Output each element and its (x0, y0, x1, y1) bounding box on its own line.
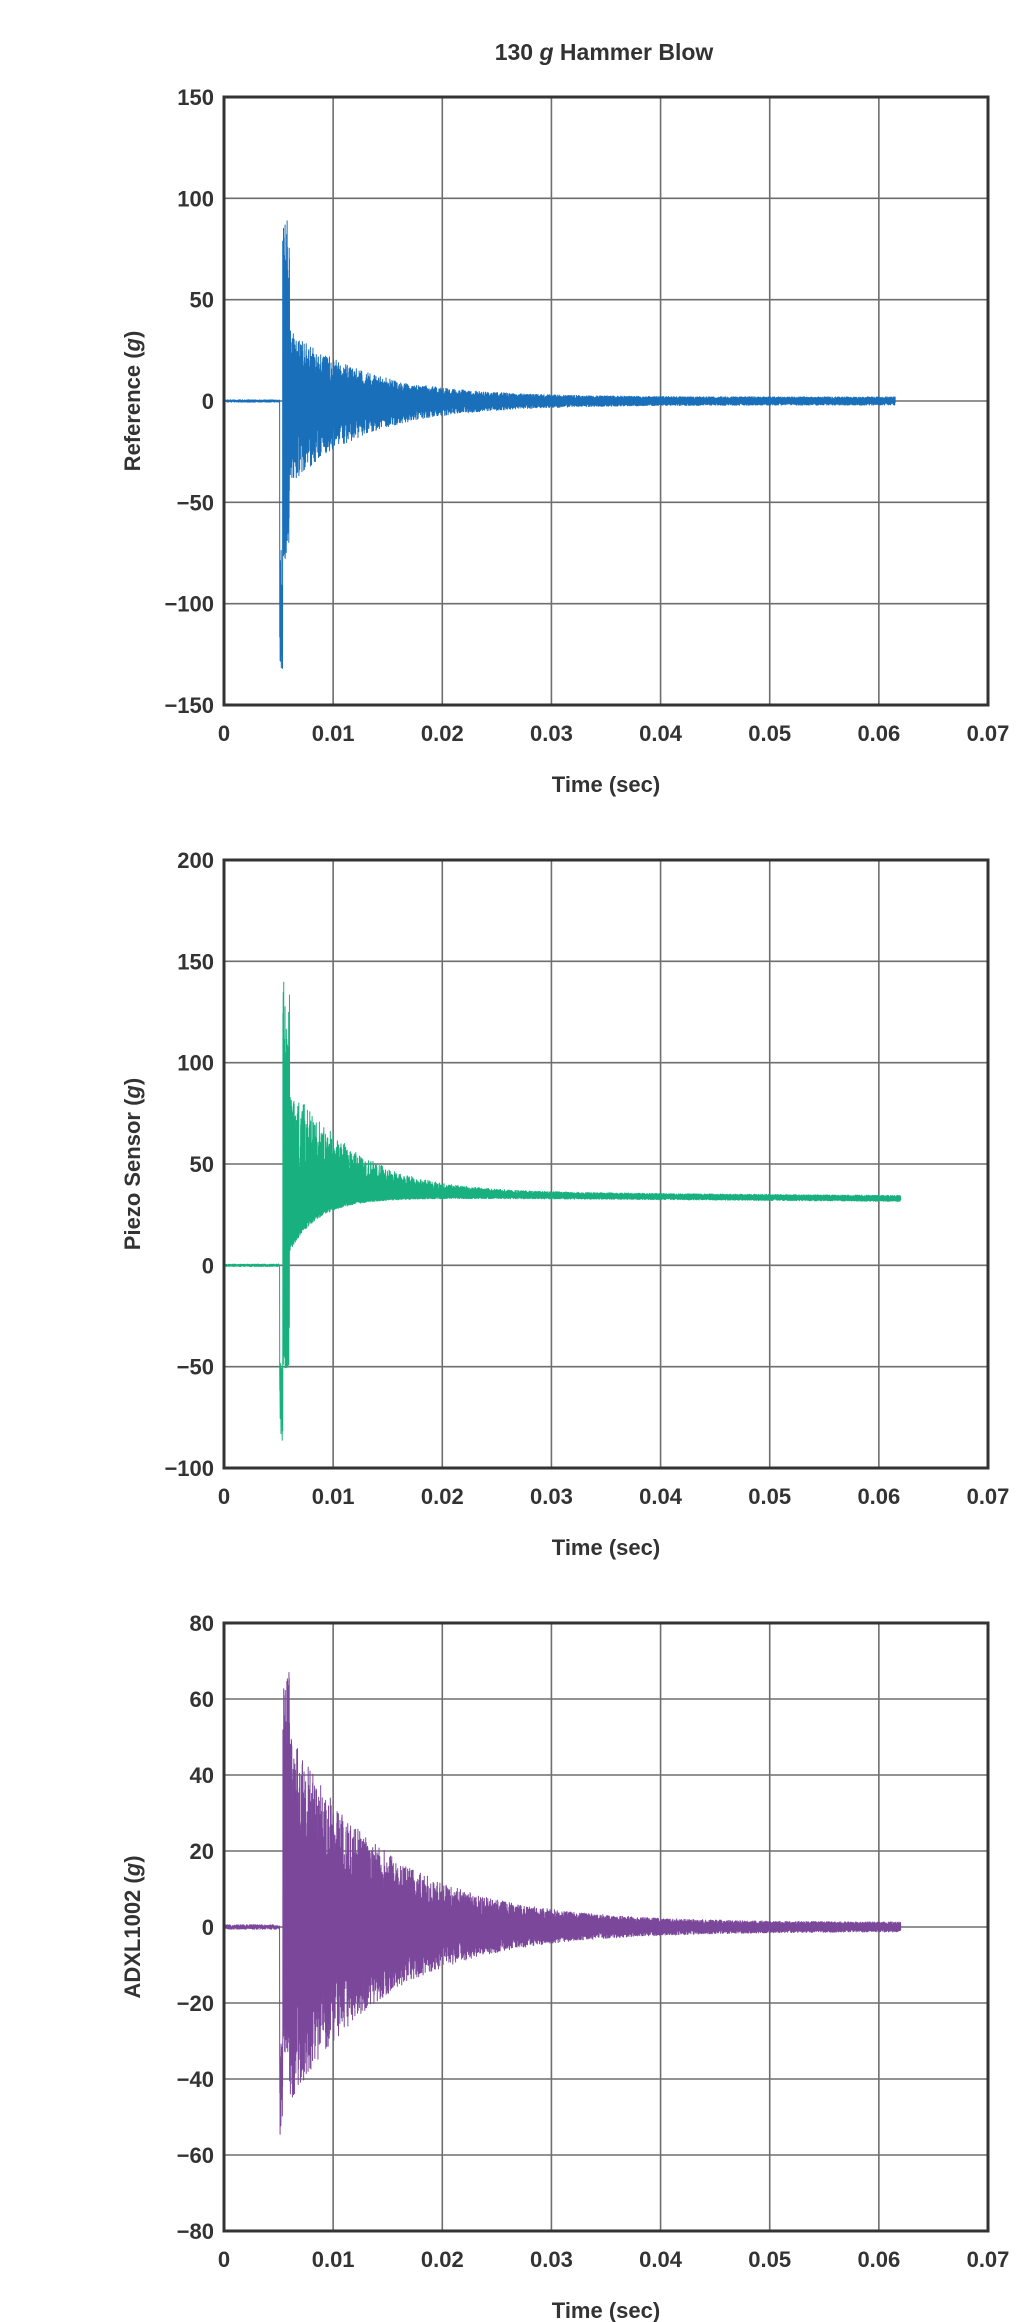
x-tick-label: 0.07 (967, 721, 1010, 746)
y-axis-label: Piezo Sensor (g) (120, 1078, 145, 1250)
reference-chart: 150 100 50 0 −50 −100 −150 0 0.01 0.02 0.03 0.04 0.… (120, 85, 1009, 797)
x-tick-label: 0.01 (312, 721, 355, 746)
y-tick-label: 50 (190, 1152, 214, 1177)
reference-series-line (223, 220, 896, 669)
y-tick-label: −80 (177, 2219, 214, 2244)
y-tick-labels: 200 150 100 50 0 −50 −100 (164, 848, 214, 1481)
y-tick-label: 100 (177, 1051, 214, 1076)
y-tick-label: −20 (177, 1991, 214, 2016)
x-tick-label: 0 (218, 2247, 230, 2272)
x-tick-label: 0.03 (530, 721, 573, 746)
x-axis-label: Time (sec) (552, 772, 660, 797)
x-axis-label: Time (sec) (552, 2298, 660, 2322)
x-tick-label: 0.04 (639, 721, 683, 746)
y-tick-label: 0 (202, 389, 214, 414)
y-tick-labels: 150 100 50 0 −50 −100 −150 (164, 85, 214, 718)
y-tick-label: −100 (164, 592, 214, 617)
y-tick-labels: 80 60 40 20 0 −20 −40 −60 −80 (177, 1611, 214, 2244)
y-tick-label: 20 (190, 1839, 214, 1864)
x-tick-label: 0.05 (748, 721, 791, 746)
x-tick-label: 0.04 (639, 1484, 683, 1509)
y-tick-label: −40 (177, 2067, 214, 2092)
y-tick-label: −60 (177, 2143, 214, 2168)
x-tick-label: 0.06 (857, 1484, 900, 1509)
adxl1002-series-line (223, 1671, 902, 2135)
y-tick-label: −150 (164, 693, 214, 718)
x-tick-label: 0.02 (421, 1484, 464, 1509)
y-tick-label: 150 (177, 85, 214, 110)
x-tick-labels: 0 0.01 0.02 0.03 0.04 0.05 0.06 0.07 (218, 1484, 1010, 1509)
y-axis-label: ADXL1002 (g) (120, 1855, 145, 1998)
x-tick-label: 0 (218, 721, 230, 746)
plot-frame (222, 1621, 990, 2233)
x-tick-label: 0.06 (857, 721, 900, 746)
plot-frame (222, 95, 990, 707)
y-tick-label: 200 (177, 848, 214, 873)
y-axis-label: Reference (g) (120, 331, 145, 472)
x-tick-label: 0.05 (748, 1484, 791, 1509)
y-tick-label: 150 (177, 949, 214, 974)
piezo-sensor-chart: 200 150 100 50 0 −50 −100 0 0.01 0.02 0.03 0.04 0.0… (120, 848, 1009, 1560)
y-tick-label: 100 (177, 186, 214, 211)
x-tick-label: 0.02 (421, 721, 464, 746)
piezo-sensor-series-line (223, 981, 902, 1441)
y-tick-label: −50 (177, 1355, 214, 1380)
x-tick-label: 0.03 (530, 1484, 573, 1509)
y-tick-label: 40 (190, 1763, 214, 1788)
x-tick-label: 0 (218, 1484, 230, 1509)
figure-title: 130 g Hammer Blow (495, 39, 714, 65)
x-tick-label: 0.05 (748, 2247, 791, 2272)
y-tick-label: 80 (190, 1611, 214, 1636)
x-tick-label: 0.07 (967, 1484, 1010, 1509)
x-tick-labels: 0 0.01 0.02 0.03 0.04 0.05 0.06 0.07 (218, 2247, 1010, 2272)
x-tick-label: 0.01 (312, 1484, 355, 1509)
y-tick-label: 50 (190, 288, 214, 313)
x-axis-label: Time (sec) (552, 1535, 660, 1560)
x-tick-label: 0.04 (639, 2247, 683, 2272)
y-tick-label: −100 (164, 1456, 214, 1481)
x-tick-label: 0.06 (857, 2247, 900, 2272)
x-tick-label: 0.07 (967, 2247, 1010, 2272)
y-tick-label: −50 (177, 490, 214, 515)
y-tick-label: 0 (202, 1253, 214, 1278)
x-tick-label: 0.03 (530, 2247, 573, 2272)
plot-frame (222, 858, 990, 1470)
x-tick-label: 0.01 (312, 2247, 355, 2272)
x-tick-labels: 0 0.01 0.02 0.03 0.04 0.05 0.06 0.07 (218, 721, 1010, 746)
y-tick-label: 60 (190, 1687, 214, 1712)
x-tick-label: 0.02 (421, 2247, 464, 2272)
y-tick-label: 0 (202, 1915, 214, 1940)
